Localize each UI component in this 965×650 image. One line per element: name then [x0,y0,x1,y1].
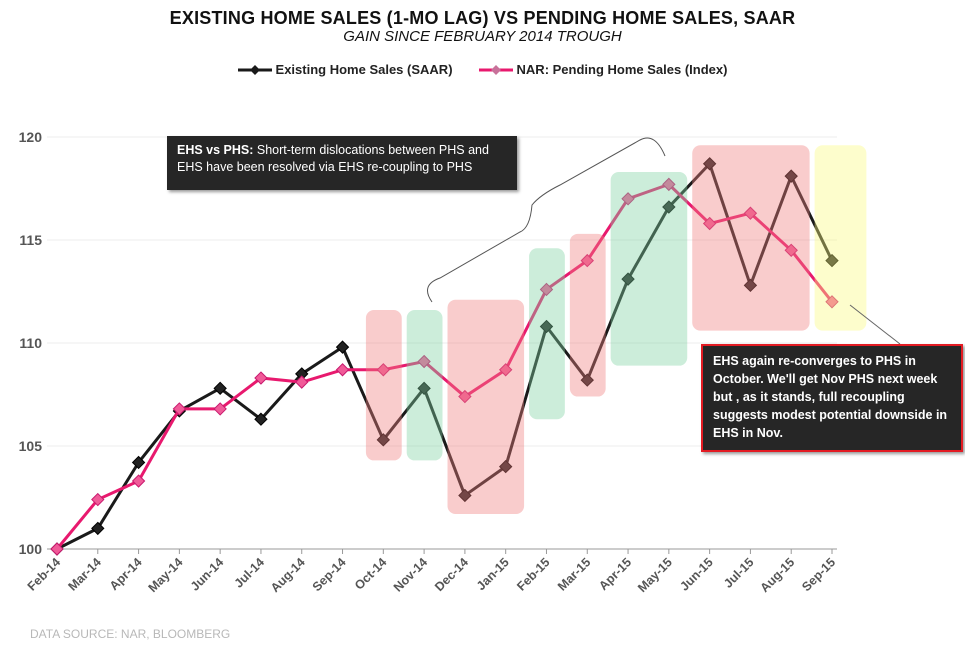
data-point-ehs [458,488,472,503]
y-tick-label: 120 [19,129,43,145]
data-point-ehs [254,412,268,426]
annotation-pointer [849,304,901,345]
legend: Existing Home Sales (SAAR) NAR: Pending … [0,62,965,77]
series-line-phs [55,182,834,550]
data-point-phs [91,492,105,507]
data-point-phs [825,295,839,309]
y-tick-label: 115 [19,232,42,248]
data-point-ehs [335,340,350,354]
x-tick-label: Aug-15 [757,555,797,595]
data-point-phs [417,354,431,369]
data-point-phs [131,474,146,488]
highlight-region-green [406,310,443,461]
highlight-region-red [447,299,525,514]
data-point-ehs [417,381,431,396]
x-tick-label: Jul-15 [721,555,756,590]
legend-item-phs: NAR: Pending Home Sales (Index) [478,62,728,77]
highlight-region-red [365,310,402,461]
chart-subtitle: GAIN SINCE FEBRUARY 2014 TROUGH [343,28,622,45]
x-tick-label: Feb-14 [25,555,63,593]
x-tick-label: Apr-15 [596,555,634,593]
x-tick-label: Jan-15 [474,555,512,593]
x-tick-label: May-14 [146,555,186,595]
data-point-phs [662,177,676,192]
data-point-ehs [743,278,758,293]
data-point-phs [539,282,554,297]
data-point-phs [702,216,717,231]
data-point-ehs [131,455,146,470]
data-point-ehs [662,200,676,214]
x-tick-label: Sep-15 [799,555,838,594]
data-point-phs [743,206,758,220]
y-tick-label: 110 [19,335,42,351]
x-tick-label: Mar-15 [555,555,593,593]
highlight-region-red [569,233,606,397]
data-point-phs [458,389,472,404]
highlight-region-green [529,248,565,420]
annotation-box-dislocations: EHS vs PHS: Short-term dislocations betw… [167,136,517,190]
data-point-ehs [621,272,635,286]
data-point-phs [172,402,187,416]
data-point-ehs [825,253,839,268]
chart-title: EXISTING HOME SALES (1-MO LAG) VS PENDIN… [169,8,796,28]
data-point-phs [784,243,798,258]
x-tick-label: Sep-14 [310,555,349,594]
y-tick-label: 100 [19,541,43,557]
data-point-phs [621,192,635,206]
annotation-box-reconverge: EHS again re-converges to PHS in October… [701,344,963,452]
annotation-text: Short-term dislocations between PHS and … [177,143,489,174]
data-point-phs [213,402,227,416]
data-point-ehs [539,319,554,334]
data-point-ehs [91,521,105,536]
legend-label-ehs: Existing Home Sales (SAAR) [275,62,453,77]
data-source: DATA SOURCE: NAR, BLOOMBERG [30,627,231,641]
data-point-ehs [702,157,717,171]
x-tick-label: Jun-14 [188,555,226,593]
legend-marker-ehs [237,64,272,75]
data-point-ehs [784,169,798,183]
data-point-phs [376,363,391,377]
x-tick-label: Nov-14 [391,555,430,594]
data-point-phs [580,253,594,268]
data-point-phs [50,542,64,556]
data-point-ehs [580,373,594,387]
data-point-ehs [498,459,513,474]
highlight-region-yellow [814,145,867,331]
x-tick-label: Jul-14 [232,555,267,590]
data-point-ehs [213,381,227,396]
highlight-region-green [610,172,688,366]
x-tick-label: Dec-14 [432,555,471,594]
data-point-phs [254,371,268,385]
highlight-region-red [692,145,810,331]
bracket [427,137,666,303]
legend-item-ehs: Existing Home Sales (SAAR) [237,62,453,77]
x-tick-label: Jun-15 [677,555,715,593]
x-tick-label: Apr-14 [107,555,145,593]
series-line-ehs [56,162,834,551]
x-tick-label: Aug-14 [268,555,308,595]
x-tick-label: Oct-14 [352,555,389,592]
data-point-phs [295,375,309,389]
data-point-phs [498,363,513,377]
x-tick-label: Feb-15 [514,555,552,593]
y-tick-label: 105 [19,438,43,454]
legend-marker-phs [478,64,513,75]
data-point-phs [335,363,350,377]
legend-label-phs: NAR: Pending Home Sales (Index) [516,62,728,77]
x-tick-label: May-15 [635,555,675,595]
annotation-bold: EHS vs PHS: [177,143,254,157]
data-point-ehs [376,433,391,447]
x-tick-label: Mar-14 [66,555,104,593]
